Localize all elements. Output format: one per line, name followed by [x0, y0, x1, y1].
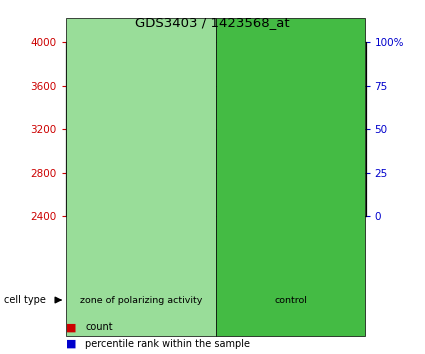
Bar: [106, 216, 143, 285]
Bar: [289, 216, 325, 285]
Text: ■: ■: [66, 322, 76, 332]
Bar: [335, 89, 352, 216]
Bar: [299, 190, 315, 216]
Bar: [116, 51, 133, 216]
Bar: [325, 216, 362, 285]
Text: GSM183756: GSM183756: [120, 218, 129, 269]
Text: GSM183760: GSM183760: [266, 218, 275, 269]
Bar: [79, 51, 96, 216]
Text: percentile rank within the sample: percentile rank within the sample: [85, 339, 250, 349]
Text: GSM183755: GSM183755: [83, 218, 92, 269]
Text: ■: ■: [66, 339, 76, 349]
Text: GSM183762: GSM183762: [339, 218, 348, 269]
Text: cell type: cell type: [4, 295, 46, 305]
Text: GSM183759: GSM183759: [230, 218, 238, 269]
Bar: [215, 216, 252, 285]
Bar: [70, 216, 106, 285]
Text: GDS3403 / 1423568_at: GDS3403 / 1423568_at: [135, 16, 290, 29]
Bar: [189, 170, 206, 216]
Bar: [153, 84, 169, 216]
Text: control: control: [274, 296, 307, 304]
Text: count: count: [85, 322, 113, 332]
Bar: [252, 216, 289, 285]
Bar: [262, 167, 279, 216]
Bar: [179, 216, 216, 285]
Text: GSM183757: GSM183757: [156, 218, 165, 269]
Text: GSM183761: GSM183761: [303, 218, 312, 269]
Text: GSM183758: GSM183758: [193, 218, 202, 269]
Bar: [143, 216, 179, 285]
Bar: [226, 135, 242, 216]
Text: zone of polarizing activity: zone of polarizing activity: [79, 296, 202, 304]
